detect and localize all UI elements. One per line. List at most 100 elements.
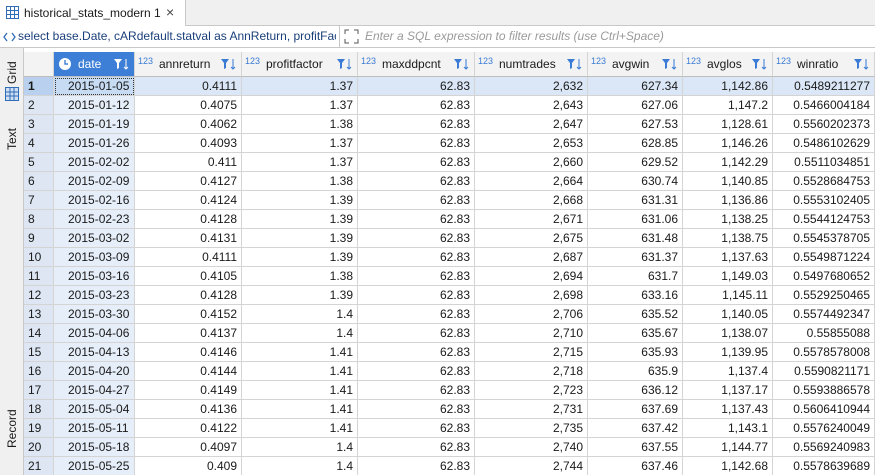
cell[interactable]: 0.4146 <box>135 343 242 362</box>
cell[interactable]: 1.38 <box>242 115 358 134</box>
cell[interactable]: 2,740 <box>475 438 588 457</box>
cell[interactable]: 1.38 <box>242 267 358 286</box>
cell[interactable]: 62.83 <box>358 381 475 400</box>
cell[interactable]: 1.37 <box>242 153 358 172</box>
cell[interactable]: 62.83 <box>358 419 475 438</box>
cell[interactable]: 2,660 <box>475 153 588 172</box>
cell[interactable]: 2,710 <box>475 324 588 343</box>
cell[interactable]: 0.411 <box>135 153 242 172</box>
cell[interactable]: 1.41 <box>242 400 358 419</box>
cell[interactable]: 2015-01-19 <box>54 115 135 134</box>
cell[interactable]: 1.4 <box>242 305 358 324</box>
cell[interactable]: 2,675 <box>475 229 588 248</box>
cell[interactable]: 62.83 <box>358 400 475 419</box>
cell[interactable]: 1,139.95 <box>683 343 773 362</box>
cell[interactable]: 62.83 <box>358 229 475 248</box>
cell[interactable]: 0.5553102405 <box>773 191 875 210</box>
cell[interactable]: 1.4 <box>242 324 358 343</box>
cell[interactable]: 0.4105 <box>135 267 242 286</box>
cell[interactable]: 635.9 <box>588 362 683 381</box>
column-header[interactable]: 123 winratio <box>773 52 875 77</box>
cell[interactable]: 0.4137 <box>135 324 242 343</box>
cell[interactable]: 2015-03-23 <box>54 286 135 305</box>
cell[interactable]: 0.5466004184 <box>773 96 875 115</box>
cell[interactable]: 1,140.85 <box>683 172 773 191</box>
cell[interactable]: 629.52 <box>588 153 683 172</box>
cell[interactable]: 0.5569240983 <box>773 438 875 457</box>
cell[interactable]: 1,146.26 <box>683 134 773 153</box>
filter-sort-icon[interactable] <box>220 57 238 71</box>
cell[interactable]: 2,694 <box>475 267 588 286</box>
cell[interactable]: 1,138.75 <box>683 229 773 248</box>
expand-icon[interactable] <box>344 29 359 44</box>
cell[interactable]: 2015-04-13 <box>54 343 135 362</box>
cell[interactable]: 0.5529250465 <box>773 286 875 305</box>
cell[interactable]: 2015-03-09 <box>54 248 135 267</box>
cell[interactable]: 0.5486102629 <box>773 134 875 153</box>
cell[interactable]: 2015-05-18 <box>54 438 135 457</box>
cell[interactable]: 0.4122 <box>135 419 242 438</box>
cell[interactable]: 2015-03-02 <box>54 229 135 248</box>
cell[interactable]: 1,138.25 <box>683 210 773 229</box>
cell[interactable]: 628.85 <box>588 134 683 153</box>
cell[interactable]: 636.12 <box>588 381 683 400</box>
cell[interactable]: 1,128.61 <box>683 115 773 134</box>
cell[interactable]: 631.37 <box>588 248 683 267</box>
cell[interactable]: 2015-04-20 <box>54 362 135 381</box>
cell[interactable]: 0.4111 <box>135 248 242 267</box>
cell[interactable]: 1,142.29 <box>683 153 773 172</box>
record-tab[interactable]: Record <box>5 409 19 448</box>
cell[interactable]: 2,653 <box>475 134 588 153</box>
filter-sort-icon[interactable] <box>566 57 584 71</box>
cell[interactable]: 62.83 <box>358 191 475 210</box>
cell[interactable]: 1,147.2 <box>683 96 773 115</box>
cell[interactable]: 627.34 <box>588 77 683 96</box>
cell[interactable]: 62.83 <box>358 96 475 115</box>
cell[interactable]: 1.41 <box>242 419 358 438</box>
cell[interactable]: 0.4149 <box>135 381 242 400</box>
cell[interactable]: 1,143.1 <box>683 419 773 438</box>
cell[interactable]: 0.4124 <box>135 191 242 210</box>
cell[interactable]: 1.37 <box>242 77 358 96</box>
cell[interactable]: 0.5590821171 <box>773 362 875 381</box>
cell[interactable]: 0.4127 <box>135 172 242 191</box>
cell[interactable]: 1.39 <box>242 210 358 229</box>
cell[interactable]: 62.83 <box>358 115 475 134</box>
cell[interactable]: 2,744 <box>475 457 588 475</box>
tab-close[interactable]: × <box>166 4 175 20</box>
cell[interactable]: 62.83 <box>358 77 475 96</box>
cell[interactable]: 2015-05-04 <box>54 400 135 419</box>
cell[interactable]: 2,723 <box>475 381 588 400</box>
filter-input[interactable]: Enter a SQL expression to filter results… <box>365 29 664 43</box>
cell[interactable]: 1,138.07 <box>683 324 773 343</box>
cell[interactable]: 0.4075 <box>135 96 242 115</box>
column-header[interactable]: 123 annreturn <box>135 52 242 77</box>
cell[interactable]: 1,145.11 <box>683 286 773 305</box>
cell[interactable]: 62.83 <box>358 134 475 153</box>
cell[interactable]: 0.4111 <box>135 77 242 96</box>
cell[interactable]: 0.4062 <box>135 115 242 134</box>
cell[interactable]: 0.5528684753 <box>773 172 875 191</box>
cell[interactable]: 0.5606410944 <box>773 400 875 419</box>
cell[interactable]: 0.4093 <box>135 134 242 153</box>
cell[interactable]: 62.83 <box>358 457 475 475</box>
cell[interactable]: 2015-03-16 <box>54 267 135 286</box>
cell[interactable]: 635.93 <box>588 343 683 362</box>
cell[interactable]: 1,144.77 <box>683 438 773 457</box>
cell[interactable]: 0.5578578008 <box>773 343 875 362</box>
cell[interactable]: 631.7 <box>588 267 683 286</box>
cell[interactable]: 1,140.05 <box>683 305 773 324</box>
cell[interactable]: 2,706 <box>475 305 588 324</box>
cell[interactable]: 0.4152 <box>135 305 242 324</box>
cell[interactable]: 2015-04-27 <box>54 381 135 400</box>
cell[interactable]: 2015-02-23 <box>54 210 135 229</box>
cell[interactable]: 1,137.17 <box>683 381 773 400</box>
cell[interactable]: 631.48 <box>588 229 683 248</box>
cell[interactable]: 2015-05-25 <box>54 457 135 475</box>
cell[interactable]: 635.52 <box>588 305 683 324</box>
cell[interactable]: 1,149.03 <box>683 267 773 286</box>
cell[interactable]: 62.83 <box>358 286 475 305</box>
column-header[interactable]: 123 avgwin <box>588 52 683 77</box>
cell[interactable]: 2,698 <box>475 286 588 305</box>
cell[interactable]: 637.69 <box>588 400 683 419</box>
